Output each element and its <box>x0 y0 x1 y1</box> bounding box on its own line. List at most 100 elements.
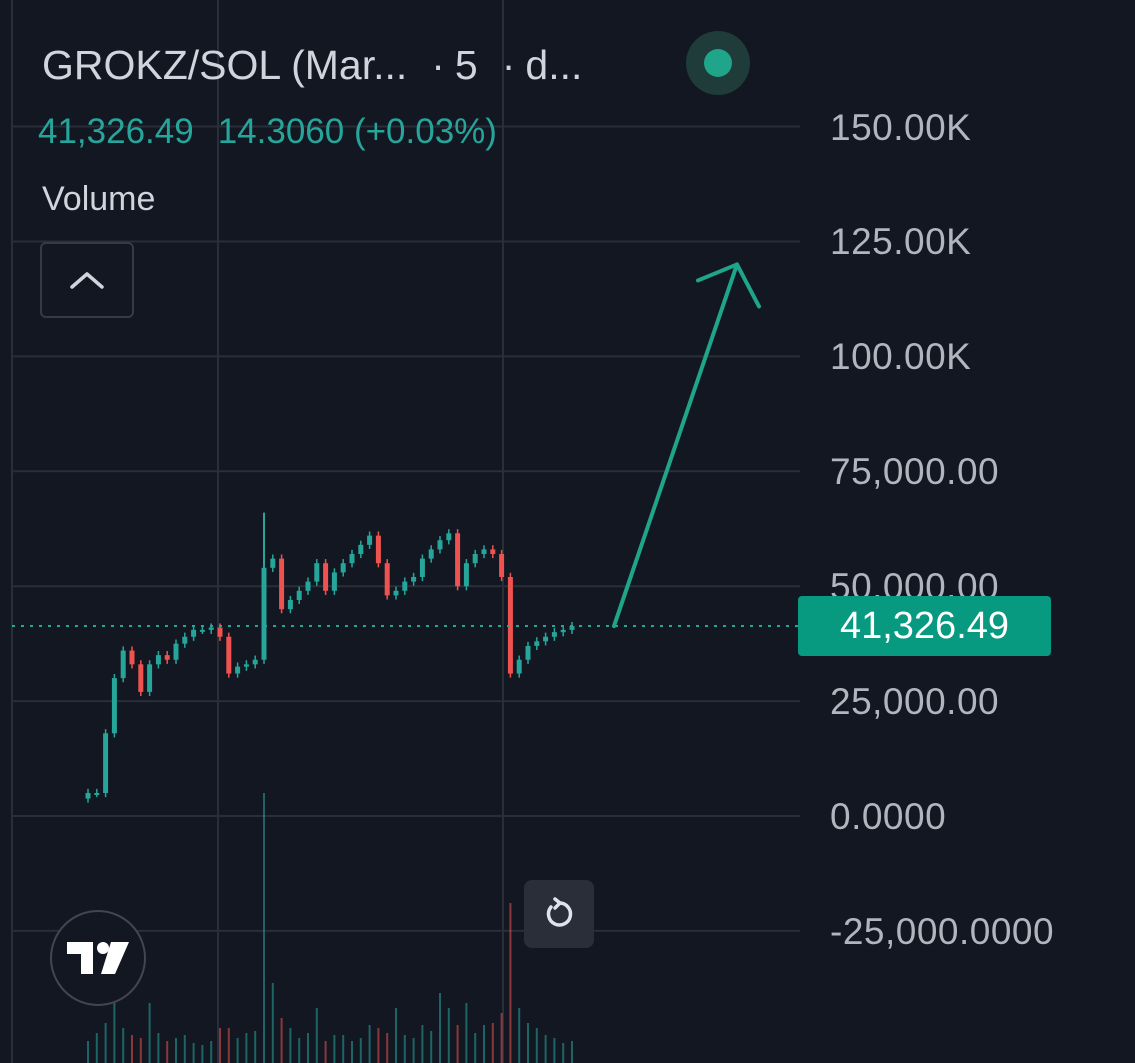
volume-bar <box>166 1041 169 1063</box>
candle-body <box>367 535 373 545</box>
candle-body <box>402 581 408 591</box>
y-tick-label: -25,000.0000 <box>830 910 1055 952</box>
live-status-icon[interactable] <box>686 31 750 95</box>
volume-bar <box>227 1028 230 1063</box>
volume-bar <box>271 983 274 1063</box>
annotation-arrow <box>612 262 761 629</box>
volume-bar <box>298 1038 301 1063</box>
volume-bar <box>245 1033 248 1063</box>
volume-bar <box>192 1043 195 1063</box>
volume-bar <box>456 1025 459 1063</box>
symbol-title[interactable]: GROKZ/SOL (Mar... · 5 · d... <box>42 42 582 88</box>
candle-body <box>463 563 469 587</box>
volume-bar <box>439 993 441 1063</box>
volume-bar <box>104 1023 107 1063</box>
candle-body <box>287 599 293 610</box>
candle-body <box>428 549 434 559</box>
volume-bar <box>359 1038 362 1063</box>
candle-body <box>507 576 513 674</box>
volume-bar <box>544 1035 547 1063</box>
volume-bar <box>157 1033 160 1063</box>
chevron-up-icon <box>70 272 104 289</box>
y-tick-label: 100.00K <box>830 336 972 378</box>
volume-bar <box>254 1031 257 1063</box>
candle-body <box>111 678 117 734</box>
candle-body <box>525 645 531 660</box>
y-tick-label: 125.00K <box>830 221 972 263</box>
volume-bar <box>368 1025 371 1063</box>
volume-bar <box>342 1035 345 1063</box>
candle-body <box>534 641 540 646</box>
candle-body <box>375 535 381 564</box>
exchange-label: d... <box>525 41 583 88</box>
arrow-shaft <box>612 262 739 629</box>
candle-body <box>182 636 188 644</box>
interval-label: 5 <box>454 41 478 88</box>
reset-icon <box>546 897 573 927</box>
candle-body <box>314 563 320 582</box>
volume-bar <box>113 1003 116 1063</box>
y-tick-label: 150.00K <box>830 106 972 148</box>
volume-bar <box>95 1033 98 1063</box>
candle-body <box>499 554 505 577</box>
candle-body <box>191 629 197 637</box>
volume-bar <box>386 1033 389 1063</box>
candle-body <box>490 549 496 555</box>
volume-bar <box>412 1038 415 1063</box>
price-info: 41,326.49 14.3060 (+0.03%) <box>38 112 497 152</box>
volume-bar <box>421 1025 424 1063</box>
candle-body <box>243 664 249 667</box>
price-change: 14.3060 (+0.03%) <box>217 112 497 151</box>
collapse-legend-button[interactable] <box>40 242 134 318</box>
candle-body <box>543 636 549 642</box>
volume-bar <box>447 1008 450 1063</box>
candle-body <box>551 632 557 637</box>
candle-body <box>411 576 417 582</box>
candle-body <box>305 581 311 591</box>
volume-bar <box>491 1023 494 1063</box>
live-dot <box>704 49 732 77</box>
candle-body <box>103 733 109 794</box>
candle-body <box>199 629 205 632</box>
candle-body <box>155 655 161 665</box>
reset-chart-button[interactable] <box>524 880 594 948</box>
volume-bar <box>210 1041 213 1063</box>
volume-bar <box>201 1045 204 1063</box>
candle-body <box>252 659 258 665</box>
volume-bar <box>377 1028 380 1063</box>
grid-lines <box>11 0 800 1063</box>
volume-bar <box>430 1031 433 1063</box>
tradingview-logo-icon[interactable] <box>50 910 146 1006</box>
candle-body <box>208 627 214 630</box>
y-tick-label: 75,000.00 <box>830 451 1000 493</box>
candle-body <box>516 659 522 674</box>
candle-body <box>446 533 452 541</box>
volume-bar <box>527 1023 529 1063</box>
volume-bar <box>562 1043 565 1063</box>
volume-bar <box>324 1041 327 1063</box>
volume-bar <box>122 1028 125 1063</box>
candle-body <box>349 554 355 564</box>
volume-bar <box>219 1028 221 1063</box>
candle-body <box>323 563 329 591</box>
separator: · <box>501 41 516 88</box>
candle-body <box>358 544 364 555</box>
volume-bar <box>139 1038 142 1063</box>
volume-bar <box>553 1038 556 1063</box>
volume-bar <box>535 1028 538 1063</box>
candle-body <box>481 549 487 555</box>
candle-body <box>138 664 144 692</box>
volume-bar <box>148 1003 151 1063</box>
candle-body <box>226 636 232 674</box>
candle-body <box>279 558 285 610</box>
candle-body <box>94 793 100 796</box>
volume-bar <box>518 1008 521 1063</box>
candle-body <box>419 558 425 577</box>
candle-body <box>296 590 302 600</box>
volume-bar <box>403 1035 406 1063</box>
separator: · <box>431 41 445 88</box>
volume-bar <box>289 1028 292 1063</box>
volume-bar <box>483 1025 485 1063</box>
